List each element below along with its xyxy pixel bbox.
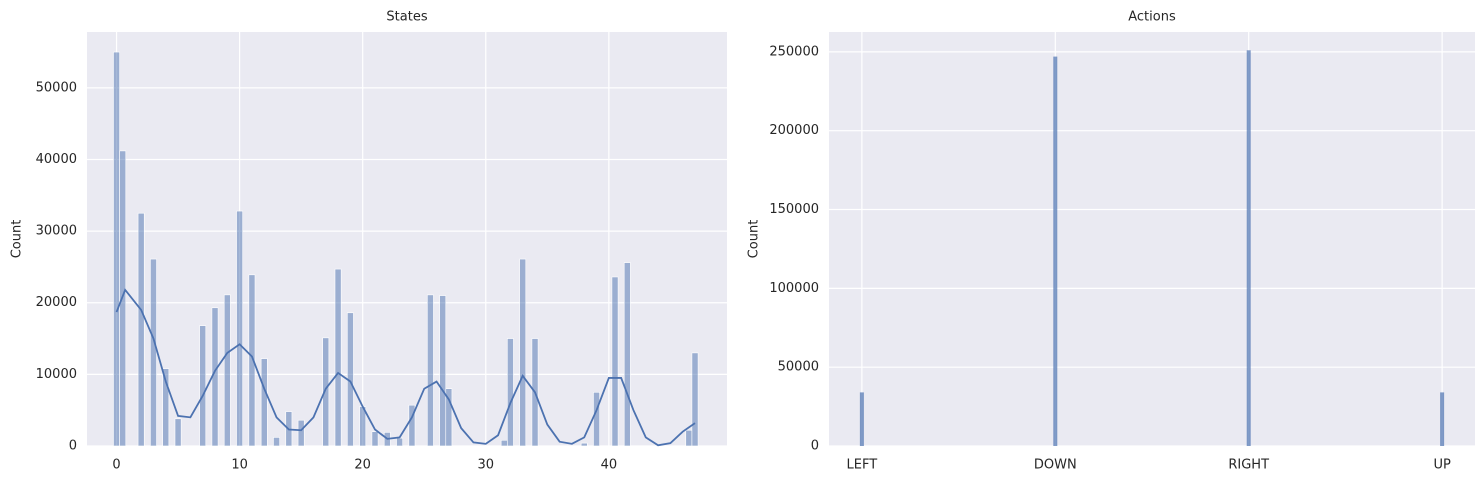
histogram-bar bbox=[334, 268, 342, 447]
histogram-bar bbox=[691, 352, 699, 447]
y-axis-label: Count bbox=[747, 220, 762, 259]
histogram-bar bbox=[427, 294, 434, 447]
histogram-bar bbox=[519, 258, 527, 447]
plot-area bbox=[87, 32, 727, 446]
x-tick-label: 10 bbox=[231, 458, 248, 473]
histogram-bar bbox=[685, 429, 693, 447]
y-tick-label: 10000 bbox=[36, 367, 77, 382]
histogram-bar bbox=[162, 368, 170, 447]
bar bbox=[859, 392, 864, 446]
histogram-bar bbox=[199, 325, 207, 447]
histogram-bar bbox=[236, 210, 243, 447]
histogram-bar bbox=[593, 391, 600, 447]
histogram-bar bbox=[113, 51, 120, 447]
y-tick-label: 0 bbox=[69, 439, 77, 454]
x-tick-label: 30 bbox=[477, 458, 494, 473]
histogram-bar bbox=[611, 276, 619, 447]
y-tick-label: 250000 bbox=[769, 44, 819, 59]
histogram-bar bbox=[297, 419, 305, 447]
chart-title: States bbox=[386, 10, 427, 25]
histogram-bar bbox=[223, 294, 231, 447]
bar bbox=[1053, 56, 1058, 447]
y-tick-label: 40000 bbox=[36, 152, 77, 167]
chart-title: Actions bbox=[1128, 10, 1176, 25]
histogram-bar bbox=[371, 431, 379, 447]
y-tick-label: 0 bbox=[811, 439, 819, 454]
histogram-bar bbox=[623, 262, 631, 447]
x-tick-label: 0 bbox=[112, 458, 120, 473]
histogram-bar bbox=[580, 442, 588, 447]
plot-area bbox=[829, 32, 1475, 446]
histogram-bar bbox=[507, 338, 514, 447]
x-tick-label: 20 bbox=[354, 458, 371, 473]
histogram-bar bbox=[500, 439, 508, 447]
y-tick-label: 100000 bbox=[769, 281, 819, 296]
y-tick-label: 50000 bbox=[778, 360, 819, 375]
y-tick-label: 200000 bbox=[769, 123, 819, 138]
y-tick-label: 150000 bbox=[769, 202, 819, 217]
kde-line bbox=[115, 288, 696, 447]
y-tick-label: 20000 bbox=[36, 295, 77, 310]
x-tick-label: RIGHT bbox=[1228, 458, 1269, 473]
x-tick-label: 40 bbox=[601, 458, 618, 473]
histogram-bar bbox=[137, 212, 145, 447]
histogram-bar bbox=[150, 258, 157, 447]
histogram-bar bbox=[445, 388, 453, 447]
histogram-bar bbox=[322, 337, 330, 447]
histogram-bar bbox=[260, 358, 268, 447]
histogram-bar bbox=[248, 274, 256, 447]
bar bbox=[1246, 50, 1251, 446]
histogram-bar bbox=[439, 295, 447, 447]
y-axis-label: Count bbox=[10, 220, 25, 259]
y-tick-label: 30000 bbox=[36, 224, 77, 239]
histogram-bar bbox=[396, 437, 403, 447]
histogram-bar bbox=[174, 418, 182, 447]
histogram-bar bbox=[408, 404, 416, 447]
histogram-bar bbox=[273, 437, 280, 447]
y-tick-label: 50000 bbox=[36, 80, 77, 95]
bar bbox=[1440, 392, 1445, 446]
x-tick-label: LEFT bbox=[847, 458, 878, 473]
x-tick-label: DOWN bbox=[1034, 458, 1077, 473]
x-tick-label: UP bbox=[1433, 458, 1451, 473]
